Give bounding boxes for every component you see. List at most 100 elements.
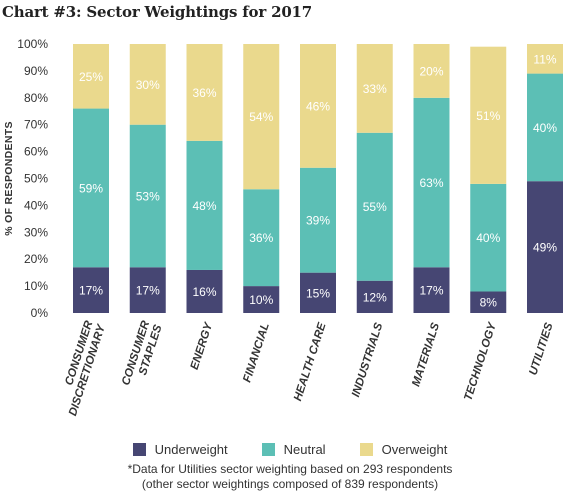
data-label: 54% bbox=[249, 110, 273, 124]
data-label: 10% bbox=[249, 293, 273, 307]
category-label-line: MATERIALS bbox=[410, 321, 442, 388]
category-label-line: HEALTH CARE bbox=[292, 321, 329, 403]
footnote-line-1: *Data for Utilities sector weighting bas… bbox=[127, 462, 453, 476]
chart-title: Chart #3: Sector Weightings for 2017 bbox=[2, 3, 313, 21]
bar-segment-underweight bbox=[527, 181, 563, 313]
data-label: 53% bbox=[136, 189, 160, 203]
y-tick-label: 40% bbox=[24, 198, 48, 212]
data-label: 51% bbox=[476, 109, 500, 123]
data-label: 40% bbox=[533, 121, 557, 135]
bar-segment-overweight bbox=[470, 46, 507, 184]
y-tick-label: 0% bbox=[31, 306, 49, 320]
data-label: 59% bbox=[79, 181, 103, 195]
y-tick-label: 10% bbox=[24, 279, 48, 293]
data-label: 12% bbox=[363, 290, 387, 304]
y-axis-label: % OF RESPONDENTS bbox=[3, 121, 15, 235]
category-label: HEALTH CARE bbox=[292, 321, 329, 403]
bar-segment-neutral bbox=[186, 140, 223, 270]
category-label-line: UTILITIES bbox=[527, 321, 555, 377]
legend-item-overweight: Overweight bbox=[359, 442, 448, 457]
y-tick-label: 30% bbox=[24, 225, 48, 239]
legend-swatch bbox=[359, 443, 373, 456]
data-label: 30% bbox=[136, 78, 160, 92]
bar-segment-underweight bbox=[300, 272, 336, 313]
category-label-line: FINANCIAL bbox=[241, 321, 272, 384]
y-tick-label: 20% bbox=[24, 252, 48, 266]
legend-label: Underweight bbox=[154, 442, 228, 457]
category-label: INDUSTRIALS bbox=[350, 321, 385, 399]
y-axis-label-group: % OF RESPONDENTS bbox=[3, 121, 15, 235]
y-tick-label: 50% bbox=[24, 172, 48, 186]
data-label: 11% bbox=[533, 52, 556, 66]
bar-segment-overweight bbox=[356, 44, 393, 133]
category-label: ENERGY bbox=[189, 320, 216, 371]
category-label: MATERIALS bbox=[410, 321, 442, 388]
data-label: 48% bbox=[192, 199, 216, 213]
bar-segment-underweight bbox=[356, 280, 393, 313]
data-label: 39% bbox=[306, 214, 330, 228]
footnote: *Data for Utilities sector weighting bas… bbox=[0, 462, 580, 492]
bar-segment-neutral bbox=[243, 189, 280, 287]
data-label: 49% bbox=[533, 241, 557, 255]
data-label: 16% bbox=[192, 285, 216, 299]
y-tick-label: 90% bbox=[24, 64, 48, 78]
data-label: 20% bbox=[419, 64, 443, 78]
data-label: 17% bbox=[136, 284, 160, 298]
bar-segment-neutral bbox=[300, 167, 336, 273]
footnote-line-2: (other sector weightings composed of 839… bbox=[141, 477, 439, 491]
data-label: 55% bbox=[363, 200, 387, 214]
bar-segment-overweight bbox=[527, 44, 563, 74]
bars bbox=[73, 44, 563, 313]
category-label: UTILITIES bbox=[527, 321, 555, 377]
category-label: FINANCIAL bbox=[241, 321, 272, 384]
y-tick-label: 60% bbox=[24, 145, 48, 159]
bar-segment-overweight bbox=[300, 44, 336, 168]
legend-label: Overweight bbox=[381, 442, 448, 457]
bar-segment-underweight bbox=[243, 286, 280, 313]
data-label: 46% bbox=[306, 99, 330, 113]
y-tick-label: 100% bbox=[17, 37, 48, 51]
legend-swatch bbox=[132, 443, 146, 456]
data-label: 36% bbox=[192, 86, 216, 100]
bar-segment-underweight bbox=[413, 267, 450, 313]
legend-label: Neutral bbox=[283, 442, 326, 457]
bar-segment-overweight bbox=[186, 44, 223, 141]
category-label-line: ENERGY bbox=[189, 320, 216, 371]
category-label: TECHNOLOGY bbox=[462, 320, 499, 402]
data-label: 8% bbox=[480, 296, 498, 310]
bar-segment-neutral bbox=[73, 108, 109, 268]
legend-item-neutral: Neutral bbox=[261, 442, 326, 457]
bar-segment-overweight bbox=[413, 44, 450, 98]
y-tick-label: 80% bbox=[24, 91, 48, 105]
bar-segment-neutral bbox=[129, 124, 166, 268]
stacked-bar-chart: % OF RESPONDENTS 0% 10% 20% 30% 40% 50% 60% 70%… bbox=[3, 37, 563, 418]
data-label: 36% bbox=[249, 231, 273, 245]
data-label: 17% bbox=[79, 284, 103, 298]
legend-swatch bbox=[261, 443, 275, 456]
legend: Underweight Neutral Overweight bbox=[0, 442, 580, 457]
bar-segment-neutral bbox=[356, 132, 393, 281]
data-labels: 17% 59% 25% 17% 53% 30% 16% 48% 36% 10% 36% 54% 15% 3… bbox=[79, 52, 557, 309]
bar-segment-neutral bbox=[413, 97, 450, 268]
data-label: 63% bbox=[419, 176, 443, 190]
bar-segment-neutral bbox=[527, 73, 563, 182]
y-tick-label: 70% bbox=[24, 118, 48, 132]
legend-item-underweight: Underweight bbox=[132, 442, 228, 457]
category-label-line: INDUSTRIALS bbox=[350, 321, 385, 399]
bar-segment-overweight bbox=[129, 44, 166, 125]
bar-segment-underweight bbox=[186, 269, 223, 313]
data-label: 15% bbox=[306, 286, 330, 300]
data-label: 17% bbox=[419, 284, 443, 298]
bar-segment-neutral bbox=[470, 183, 507, 292]
y-axis-ticks: 0% 10% 20% 30% 40% 50% 60% 70% 80% 90% 100% bbox=[17, 37, 48, 320]
category-label-line: TECHNOLOGY bbox=[462, 320, 499, 402]
bar-segment-overweight bbox=[243, 44, 280, 190]
bar-segment-underweight bbox=[129, 267, 166, 313]
data-label: 33% bbox=[363, 82, 387, 96]
data-label: 40% bbox=[476, 231, 500, 245]
data-label: 25% bbox=[79, 70, 103, 84]
bar-segment-underweight bbox=[470, 291, 507, 313]
